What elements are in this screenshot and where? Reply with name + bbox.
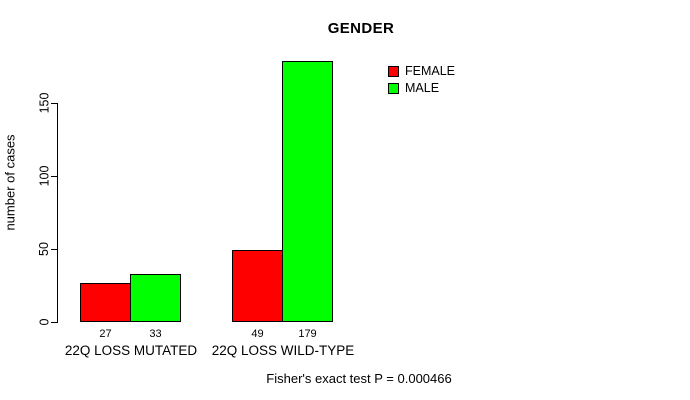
y-axis-label: number of cases (2, 72, 18, 292)
legend-label-male: MALE (405, 81, 440, 95)
legend-item-female: FEMALE (388, 64, 455, 78)
bar-male-group2 (282, 61, 333, 322)
footnote-fisher-test: Fisher's exact test P = 0.000466 (266, 371, 452, 386)
category-label: 22Q LOSS MUTATED (64, 343, 198, 358)
chart-title: GENDER (327, 20, 395, 37)
bar-female-group1 (80, 283, 131, 322)
legend-item-male: MALE (388, 81, 455, 95)
y-axis-label-text: number of cases (2, 133, 18, 231)
category-label: 22Q LOSS WILD-TYPE (211, 343, 355, 358)
bar-value-label: 33 (149, 328, 162, 340)
y-tick-label: 50 (35, 241, 53, 257)
y-axis-line (57, 103, 58, 323)
y-tick-label-text: 0 (36, 318, 51, 326)
legend: FEMALE MALE (388, 64, 455, 95)
bar-value-label: 27 (99, 328, 112, 340)
y-tick-mark (51, 249, 57, 250)
y-tick-label-text: 150 (37, 92, 52, 114)
y-tick-label: 0 (35, 314, 53, 330)
legend-swatch-male (388, 82, 399, 94)
y-tick-label-text: 100 (37, 165, 52, 187)
y-tick-mark (51, 103, 57, 104)
bar-value-label: 179 (298, 328, 317, 340)
y-tick-label: 100 (35, 165, 53, 187)
bar-value-label: 49 (251, 328, 264, 340)
bar-male-group1 (130, 274, 181, 322)
y-tick-mark (51, 176, 57, 177)
y-tick-label: 150 (35, 92, 53, 114)
y-tick-label-text: 50 (37, 242, 51, 256)
y-tick-mark (51, 322, 57, 323)
bar-female-group2 (232, 250, 283, 322)
legend-swatch-female (388, 65, 399, 77)
legend-label-female: FEMALE (405, 64, 456, 78)
